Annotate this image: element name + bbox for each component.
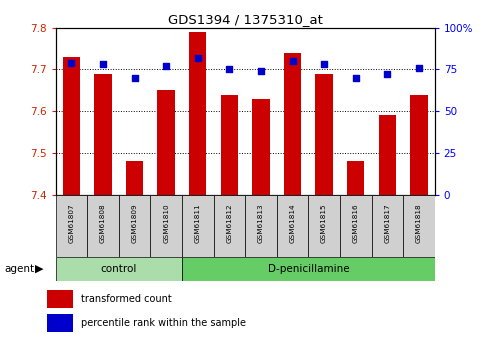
Bar <box>245 195 277 257</box>
Bar <box>371 195 403 257</box>
Text: GSM61809: GSM61809 <box>131 203 138 243</box>
Bar <box>87 195 119 257</box>
Point <box>289 58 297 64</box>
Point <box>257 68 265 74</box>
Bar <box>119 195 150 257</box>
Bar <box>284 53 301 195</box>
Point <box>131 75 139 81</box>
Point <box>226 67 233 72</box>
Text: GSM61810: GSM61810 <box>163 203 169 243</box>
Point <box>320 62 328 67</box>
Bar <box>56 257 182 281</box>
Text: transformed count: transformed count <box>81 294 172 304</box>
Text: GSM61817: GSM61817 <box>384 203 390 243</box>
Bar <box>189 32 206 195</box>
Bar <box>157 90 175 195</box>
Text: percentile rank within the sample: percentile rank within the sample <box>81 318 246 328</box>
Text: control: control <box>100 264 137 274</box>
Bar <box>347 161 364 195</box>
Text: GSM61815: GSM61815 <box>321 203 327 243</box>
Text: GSM61808: GSM61808 <box>100 203 106 243</box>
Point <box>99 62 107 67</box>
Text: D-penicillamine: D-penicillamine <box>268 264 349 274</box>
Text: GSM61816: GSM61816 <box>353 203 359 243</box>
Text: GSM61807: GSM61807 <box>68 203 74 243</box>
Text: ▶: ▶ <box>35 264 43 274</box>
Text: GSM61812: GSM61812 <box>227 203 232 243</box>
Bar <box>403 195 435 257</box>
Bar <box>150 195 182 257</box>
Bar <box>221 95 238 195</box>
Point <box>415 65 423 70</box>
Bar <box>379 116 396 195</box>
Point <box>194 55 201 60</box>
Bar <box>94 73 112 195</box>
Bar <box>56 195 87 257</box>
Bar <box>126 161 143 195</box>
Bar <box>410 95 427 195</box>
Bar <box>182 195 213 257</box>
Text: GSM61811: GSM61811 <box>195 203 201 243</box>
Bar <box>315 73 333 195</box>
Point <box>384 72 391 77</box>
Text: GSM61813: GSM61813 <box>258 203 264 243</box>
Bar <box>252 99 270 195</box>
Bar <box>213 195 245 257</box>
Bar <box>47 290 72 308</box>
Title: GDS1394 / 1375310_at: GDS1394 / 1375310_at <box>168 13 323 27</box>
Point <box>68 60 75 66</box>
Bar <box>63 57 80 195</box>
Bar <box>47 314 72 332</box>
Text: GSM61818: GSM61818 <box>416 203 422 243</box>
Text: agent: agent <box>5 264 35 274</box>
Bar <box>340 195 371 257</box>
Bar <box>308 195 340 257</box>
Point <box>162 63 170 69</box>
Point <box>352 75 359 81</box>
Bar <box>182 257 435 281</box>
Text: GSM61814: GSM61814 <box>289 203 296 243</box>
Bar <box>277 195 308 257</box>
